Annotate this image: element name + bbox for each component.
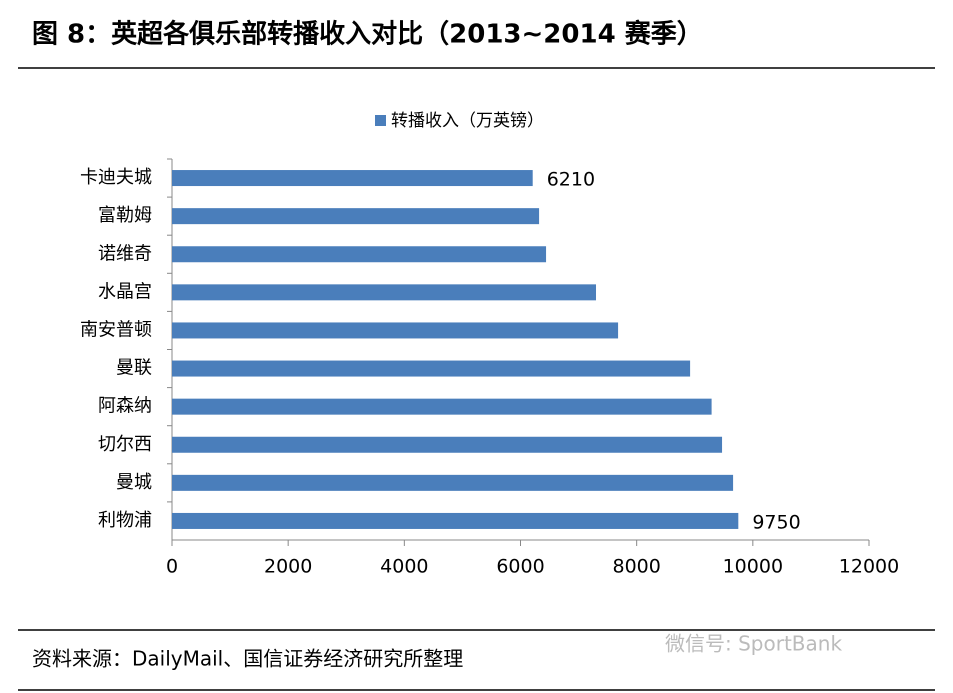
x-tick-label: 0	[166, 556, 178, 578]
data-label: 6210	[547, 169, 595, 191]
data-label: 9750	[752, 511, 800, 533]
x-tick-label: 4000	[380, 556, 428, 578]
bar	[172, 170, 533, 187]
y-tick-label: 切尔西	[98, 434, 152, 455]
y-tick-label: 诺维奇	[98, 243, 152, 264]
legend-swatch	[375, 115, 386, 126]
bar	[172, 284, 597, 301]
y-tick-label: 曼联	[116, 358, 152, 379]
y-tick-label: 富勒姆	[98, 205, 152, 226]
y-tick-label: 水晶宫	[98, 281, 152, 302]
source-note: 资料来源：DailyMail、国信证券经济研究所整理	[32, 647, 463, 671]
bar	[172, 398, 712, 415]
bar	[172, 246, 547, 263]
bar	[172, 474, 734, 491]
bar	[172, 436, 723, 453]
x-tick-label: 2000	[264, 556, 312, 578]
bar	[172, 322, 619, 339]
x-tick-label: 12000	[839, 556, 899, 578]
bar	[172, 360, 691, 377]
y-tick-label: 曼城	[116, 472, 152, 493]
watermark: 微信号: SportBank	[665, 632, 842, 656]
x-tick-label: 8000	[612, 556, 660, 578]
y-tick-label: 南安普顿	[80, 319, 152, 340]
chart-title: 图 8：英超各俱乐部转播收入对比（2013~2014 赛季）	[32, 19, 703, 50]
y-tick-label: 卡迪夫城	[80, 167, 152, 188]
x-tick-label: 6000	[496, 556, 544, 578]
legend-label: 转播收入（万英镑）	[391, 111, 544, 131]
bar	[172, 512, 739, 529]
y-tick-label: 阿森纳	[98, 396, 152, 417]
y-tick-label: 利物浦	[98, 510, 152, 531]
x-tick-label: 10000	[723, 556, 783, 578]
bar	[172, 208, 540, 225]
